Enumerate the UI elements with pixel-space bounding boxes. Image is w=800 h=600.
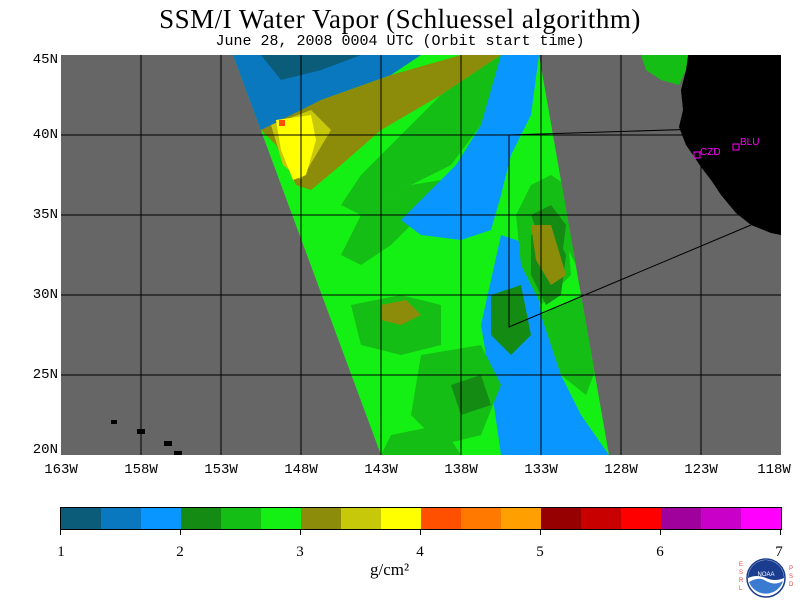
lon-label-148w: 148W (284, 462, 318, 478)
logo-psd-p: P (789, 566, 793, 572)
colorbar-tick-mark (300, 529, 301, 535)
colorbar (60, 507, 782, 530)
colorbar-swatch-15 (661, 508, 701, 529)
lon-label-123w: 123W (684, 462, 718, 478)
colorbar-label-2: 2 (176, 544, 184, 560)
colorbar-tick-mark (540, 529, 541, 535)
logo-psd-d: D (789, 582, 794, 588)
logo-esrl-s: S (739, 570, 743, 576)
colorbar-label-3: 3 (296, 544, 304, 560)
lat-label-40n: 40N (32, 127, 58, 143)
lat-label-20n: 20N (32, 442, 58, 458)
map-title: SSM/I Water Vapor (Schluessel algorithm) (159, 4, 641, 34)
station-blu-label: BLU (740, 137, 760, 148)
logo-emblem-text: NOAA (757, 572, 774, 578)
lon-label-133w: 133W (524, 462, 558, 478)
colorbar-swatch-2 (141, 508, 181, 529)
lon-label-118w: 118W (757, 462, 791, 478)
north-america-landmass (679, 55, 781, 235)
lat-label-35n: 35N (32, 207, 58, 223)
lat-label-45n: 45N (32, 52, 58, 68)
colorbar-swatch-3 (181, 508, 221, 529)
zoom-box-top-line (508, 128, 702, 136)
colorbar-swatch-9 (421, 508, 461, 529)
colorbar-swatch-6 (301, 508, 341, 529)
colorbar-swatch-11 (501, 508, 541, 529)
logo-esrl-e: E (739, 562, 743, 568)
hawaii-island-big-island (174, 451, 182, 455)
colorbar-units: g/cm² (370, 560, 410, 579)
map-canvas (61, 55, 781, 455)
station-blu-marker (732, 143, 740, 151)
colorbar-swatch-12 (541, 508, 581, 529)
colorbar-label-4: 4 (416, 544, 424, 560)
colorbar-swatch-8 (381, 508, 421, 529)
colorbar-swatch-14 (621, 508, 661, 529)
colorbar-swatch-0 (61, 508, 101, 529)
zoom-box-outline (508, 135, 752, 328)
map-subtitle: June 28, 2008 0004 UTC (Orbit start time… (215, 33, 585, 50)
lon-label-163w: 163W (44, 462, 78, 478)
colorbar-tick-mark (180, 529, 181, 535)
colorbar-label-7: 7 (775, 544, 783, 560)
graticule (61, 55, 781, 455)
lon-label-143w: 143W (364, 462, 398, 478)
hawaii-island-maui (164, 441, 172, 446)
colorbar-tick-mark (660, 529, 661, 535)
station-czd-label: CZD (700, 147, 721, 158)
lon-label-153w: 153W (204, 462, 238, 478)
colorbar-swatch-4 (221, 508, 261, 529)
colorbar-tick-mark (60, 529, 61, 535)
colorbar-label-5: 5 (536, 544, 544, 560)
colorbar-tick-mark (420, 529, 421, 535)
colorbar-swatch-10 (461, 508, 501, 529)
logo-esrl-r: R (739, 578, 744, 584)
colorbar-tick-mark (780, 529, 781, 535)
lat-label-25n: 25N (32, 367, 58, 383)
logo-esrl-l: L (739, 586, 743, 592)
colorbar-swatch-16 (701, 508, 741, 529)
lon-label-128w: 128W (604, 462, 638, 478)
colorbar-swatch-7 (341, 508, 381, 529)
colorbar-swatch-17 (741, 508, 781, 529)
lat-label-30n: 30N (32, 287, 58, 303)
logo-psd-s: S (789, 574, 793, 580)
lon-label-138w: 138W (444, 462, 478, 478)
colorbar-swatch-13 (581, 508, 621, 529)
colorbar-label-1: 1 (57, 544, 65, 560)
hawaii-island-kauai (111, 420, 117, 424)
colorbar-label-6: 6 (656, 544, 664, 560)
water-vapor-map (61, 55, 781, 455)
lon-label-158w: 158W (124, 462, 158, 478)
colorbar-swatch-1 (101, 508, 141, 529)
station-czd-marker (693, 151, 701, 159)
colorbar-swatch-5 (261, 508, 301, 529)
